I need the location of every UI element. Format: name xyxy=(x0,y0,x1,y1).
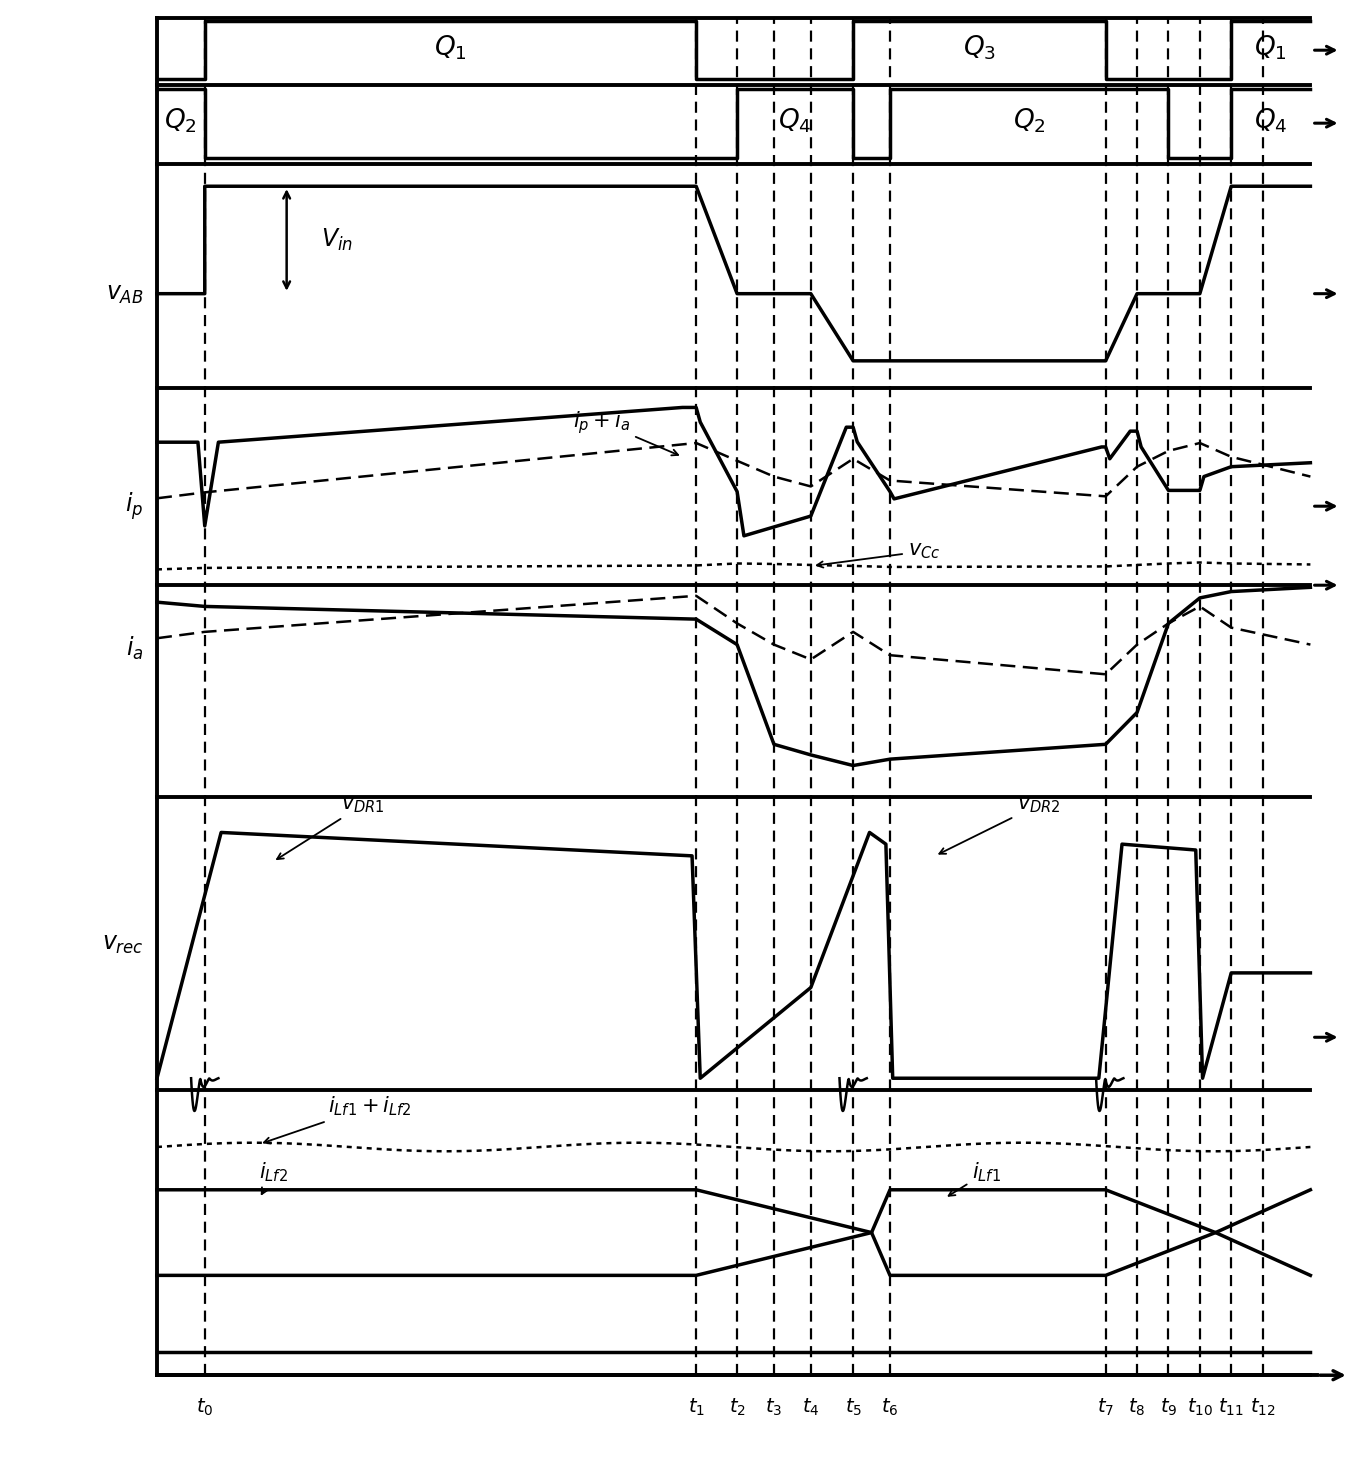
Text: $t_{11}$: $t_{11}$ xyxy=(1219,1397,1244,1419)
Text: $i_{Lf1}+i_{Lf2}$: $i_{Lf1}+i_{Lf2}$ xyxy=(263,1094,411,1144)
Text: $i_{Lf1}$: $i_{Lf1}$ xyxy=(949,1160,1001,1195)
Text: $t_4$: $t_4$ xyxy=(803,1397,819,1419)
Text: $t_9$: $t_9$ xyxy=(1160,1397,1177,1419)
Text: $t_0$: $t_0$ xyxy=(197,1397,213,1419)
Text: $t_3$: $t_3$ xyxy=(766,1397,782,1419)
Text: $i_p$: $i_p$ xyxy=(126,490,143,522)
Text: $Q_1$: $Q_1$ xyxy=(1254,34,1287,63)
Text: $v_{AB}$: $v_{AB}$ xyxy=(105,282,143,306)
Text: $t_6$: $t_6$ xyxy=(882,1397,898,1419)
Text: $t_8$: $t_8$ xyxy=(1129,1397,1145,1419)
Text: $v_{DR2}$: $v_{DR2}$ xyxy=(939,794,1061,854)
Text: $t_5$: $t_5$ xyxy=(845,1397,861,1419)
Text: $t_{10}$: $t_{10}$ xyxy=(1186,1397,1213,1419)
Text: $v_{Cc}$: $v_{Cc}$ xyxy=(816,541,940,568)
Text: $Q_4$: $Q_4$ xyxy=(778,107,812,135)
Text: $Q_3$: $Q_3$ xyxy=(962,34,996,63)
Text: $i_a$: $i_a$ xyxy=(126,635,143,663)
Text: $Q_1$: $Q_1$ xyxy=(434,34,467,63)
Text: $v_{DR1}$: $v_{DR1}$ xyxy=(277,794,385,859)
Text: $i_p+i_a$: $i_p+i_a$ xyxy=(573,410,678,455)
Text: $i_{Lf2}$: $i_{Lf2}$ xyxy=(259,1160,288,1194)
Text: $t_2$: $t_2$ xyxy=(729,1397,745,1419)
Text: $t_7$: $t_7$ xyxy=(1097,1397,1114,1419)
Text: $t_{12}$: $t_{12}$ xyxy=(1250,1397,1275,1419)
Text: $Q_4$: $Q_4$ xyxy=(1254,107,1287,135)
Text: $Q_2$: $Q_2$ xyxy=(1013,107,1046,135)
Text: $t_1$: $t_1$ xyxy=(688,1397,704,1419)
Text: $V_{in}$: $V_{in}$ xyxy=(321,227,354,253)
Text: $Q_2$: $Q_2$ xyxy=(164,107,198,135)
Text: $v_{rec}$: $v_{rec}$ xyxy=(101,932,143,955)
